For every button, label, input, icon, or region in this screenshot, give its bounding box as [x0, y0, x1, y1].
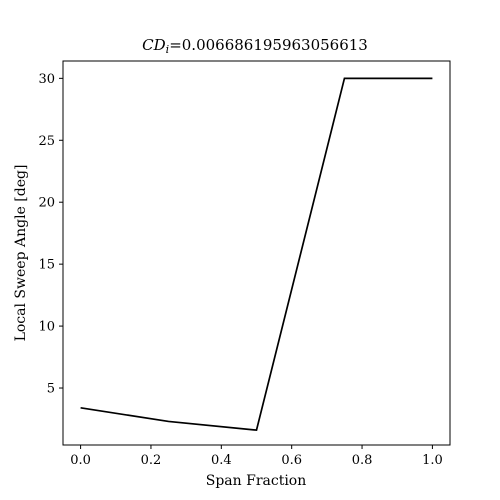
plot-area — [80, 77, 433, 432]
x-axis-ticks: 0.0 0.2 0.4 0.6 0.8 1.0 — [70, 445, 443, 468]
x-axis-label: Span Fraction — [206, 473, 307, 489]
x-tick-label: 0.2 — [141, 453, 162, 468]
y-tick-label: 15 — [38, 258, 55, 273]
axes-frame — [62, 60, 451, 446]
chart-title-subscript: i — [166, 43, 170, 56]
y-axis-label: Local Sweep Angle [deg] — [13, 165, 29, 342]
x-tick-label: 1.0 — [422, 453, 443, 468]
x-tick-label: 0.4 — [211, 453, 232, 468]
chart-title-prefix: CD — [142, 36, 166, 54]
y-tick-label: 30 — [38, 72, 55, 87]
y-axis-ticks: 5 10 15 20 25 30 — [38, 72, 63, 397]
y-tick-label: 5 — [47, 382, 55, 397]
y-tick-label: 20 — [38, 196, 55, 211]
x-tick-label: 0.8 — [352, 453, 373, 468]
y-tick-label: 25 — [38, 134, 55, 149]
y-tick-label: 10 — [38, 320, 55, 335]
x-tick-label: 0.6 — [281, 453, 302, 468]
chart-title-value: =0.006686195963056613 — [169, 36, 368, 54]
sweep-angle-line — [80, 77, 433, 432]
x-tick-label: 0.0 — [70, 453, 91, 468]
chart-title: CDi=0.006686195963056613 — [142, 36, 368, 56]
